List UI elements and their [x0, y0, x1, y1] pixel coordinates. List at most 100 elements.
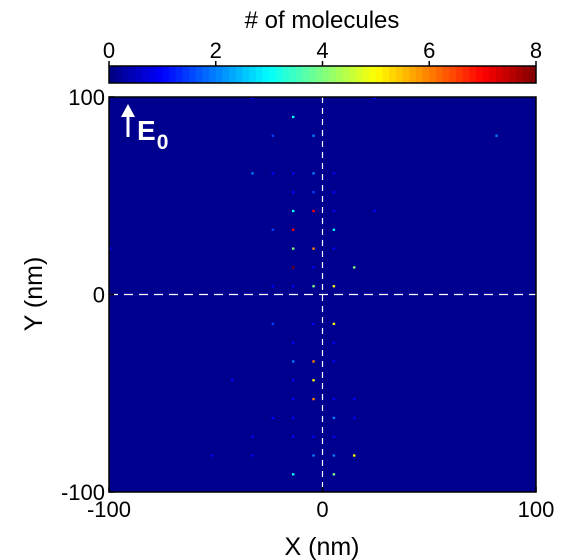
colorbar-segment — [295, 66, 303, 83]
colorbar-segment — [182, 66, 190, 83]
colorbar-segment — [435, 66, 444, 83]
heatmap-cell — [332, 285, 336, 288]
colorbar-segment — [109, 66, 117, 83]
x-tick-label: 100 — [518, 497, 555, 522]
colorbar-segment — [522, 66, 530, 83]
colorbar-segment — [322, 66, 330, 83]
heatmap-cell — [292, 473, 295, 476]
colorbar-segment — [462, 66, 470, 83]
colorbar: # of molecules 0 2 4 6 8 — [103, 7, 542, 84]
colorbar-tick-label: 4 — [316, 38, 328, 63]
colorbar-segment — [155, 66, 163, 83]
colorbar-segment — [255, 66, 263, 83]
heatmap-cell — [109, 247, 112, 250]
heatmap-cell — [292, 172, 295, 175]
heatmap-cell — [312, 266, 315, 269]
colorbar-tick-label: 2 — [210, 38, 222, 63]
heatmap-cell — [353, 454, 356, 457]
heatmap-cell — [312, 454, 315, 457]
colorbar-segment — [335, 66, 344, 83]
heatmap-cell — [332, 172, 336, 175]
heatmap-cell — [210, 454, 214, 457]
heatmap-cell — [332, 341, 336, 344]
y-axis-title: Y (nm) — [20, 257, 48, 332]
colorbar-segment — [189, 66, 197, 83]
heatmap-cell — [271, 285, 275, 288]
field-label-subscript: 0 — [157, 131, 169, 154]
field-label: E0 — [137, 115, 168, 154]
colorbar-segment — [229, 66, 237, 83]
y-tick-label: 0 — [93, 283, 105, 308]
heatmap-cell — [312, 379, 315, 382]
heatmap-cell — [312, 285, 315, 288]
colorbar-tick-label: 6 — [423, 38, 435, 63]
heatmap-cell — [353, 416, 356, 420]
colorbar-segment — [495, 66, 504, 83]
heatmap-cell — [312, 247, 315, 250]
colorbar-segment — [149, 66, 157, 83]
colorbar-segment — [409, 66, 417, 83]
x-axis-title: X (nm) — [285, 533, 360, 560]
colorbar-segment — [122, 66, 130, 83]
colorbar-segment — [389, 66, 397, 83]
colorbar-segment — [202, 66, 210, 83]
heatmap-cell — [495, 134, 498, 137]
colorbar-segment — [175, 66, 183, 83]
y-tick-label: 100 — [68, 85, 105, 110]
heatmap-cell — [312, 435, 315, 438]
field-annotation: E0 — [121, 104, 168, 154]
colorbar-segment — [342, 66, 350, 83]
colorbar-segment — [195, 66, 203, 83]
colorbar-ticks — [108, 61, 537, 66]
heatmap-cell — [271, 416, 275, 420]
heatmap-cell — [251, 172, 254, 175]
colorbar-segment — [515, 66, 524, 83]
heatmap-cell — [373, 209, 376, 213]
colorbar-segment — [509, 66, 517, 83]
colorbar-segment — [482, 66, 490, 83]
colorbar-segment — [395, 66, 404, 83]
heatmap-cell — [332, 322, 336, 325]
colorbar-segment — [262, 66, 270, 83]
heatmap-cell — [292, 191, 295, 194]
heatmap-cell — [332, 360, 336, 363]
heatmap-cell — [332, 397, 336, 401]
heatmap-cells — [109, 97, 498, 476]
colorbar-segment — [222, 66, 230, 83]
colorbar-segment — [282, 66, 290, 83]
colorbar-segment — [309, 66, 317, 83]
field-label-main: E — [137, 115, 156, 146]
heatmap-cell — [353, 397, 356, 401]
colorbar-segment — [302, 66, 310, 83]
colorbar-title: # of molecules — [245, 7, 400, 34]
heatmap-cell — [292, 266, 295, 269]
heatmap-cell — [332, 435, 336, 438]
colorbar-segment — [375, 66, 384, 83]
colorbar-tick-label: 0 — [103, 38, 115, 63]
heatmap-cell — [312, 360, 315, 363]
field-arrow-head-icon — [121, 104, 135, 117]
colorbar-segment — [329, 66, 337, 83]
heatmap-cell — [332, 209, 336, 213]
colorbar-segment — [249, 66, 257, 83]
heatmap-cell — [312, 134, 315, 137]
colorbar-segment — [169, 66, 177, 83]
colorbar-segment — [362, 66, 370, 83]
heatmap-cell — [292, 285, 295, 288]
colorbar-segment — [235, 66, 243, 83]
heatmap-cell — [353, 266, 356, 269]
heatmap-cell — [332, 454, 336, 457]
heatmap-cell — [292, 247, 295, 250]
heatmap-cell — [332, 473, 336, 476]
heatmap-cell — [312, 172, 315, 175]
heatmap-cell — [373, 97, 376, 100]
colorbar-segment — [442, 66, 450, 83]
colorbar-segment — [315, 66, 323, 83]
colorbar-tick-label: 8 — [530, 38, 542, 63]
x-tick-labels: -100 0 100 — [87, 497, 554, 522]
colorbar-segment — [142, 66, 150, 83]
colorbar-tick-labels: 0 2 4 6 8 — [103, 38, 542, 63]
heatmap-cell — [312, 397, 315, 401]
heatmap-cell — [292, 416, 295, 420]
